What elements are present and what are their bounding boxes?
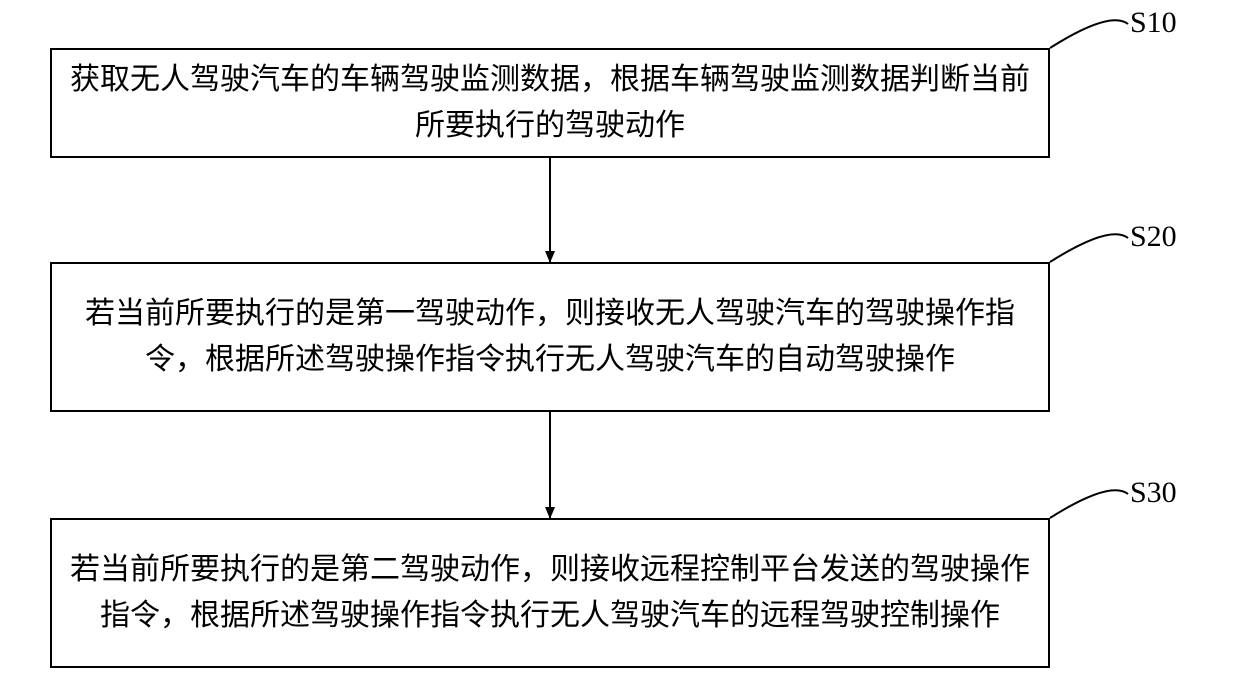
flow-node-text: 若当前所要执行的是第一驾驶动作，则接收无人驾驶汽车的驾驶操作指令，根据所述驾驶操… <box>66 291 1034 384</box>
leader-s10 <box>1050 20 1128 48</box>
flowchart-canvas: 获取无人驾驶汽车的车辆驾驶监测数据，根据车辆驾驶监测数据判断当前所要执行的驾驶动… <box>0 0 1240 697</box>
step-label-text: S10 <box>1130 6 1177 39</box>
leader-s20 <box>1050 234 1128 262</box>
step-label-s10: S10 <box>1130 6 1177 40</box>
flow-node-text: 若当前所要执行的是第二驾驶动作，则接收远程控制平台发送的驾驶操作指令，根据所述驾… <box>66 547 1034 640</box>
step-label-s20: S20 <box>1130 220 1177 254</box>
step-label-s30: S30 <box>1130 476 1177 510</box>
flow-node-s30: 若当前所要执行的是第二驾驶动作，则接收远程控制平台发送的驾驶操作指令，根据所述驾… <box>50 518 1050 668</box>
step-label-text: S30 <box>1130 476 1177 509</box>
leader-s30 <box>1050 490 1128 518</box>
flow-node-text: 获取无人驾驶汽车的车辆驾驶监测数据，根据车辆驾驶监测数据判断当前所要执行的驾驶动… <box>66 57 1034 150</box>
step-label-text: S20 <box>1130 220 1177 253</box>
flow-node-s10: 获取无人驾驶汽车的车辆驾驶监测数据，根据车辆驾驶监测数据判断当前所要执行的驾驶动… <box>50 48 1050 158</box>
flow-node-s20: 若当前所要执行的是第一驾驶动作，则接收无人驾驶汽车的驾驶操作指令，根据所述驾驶操… <box>50 262 1050 412</box>
